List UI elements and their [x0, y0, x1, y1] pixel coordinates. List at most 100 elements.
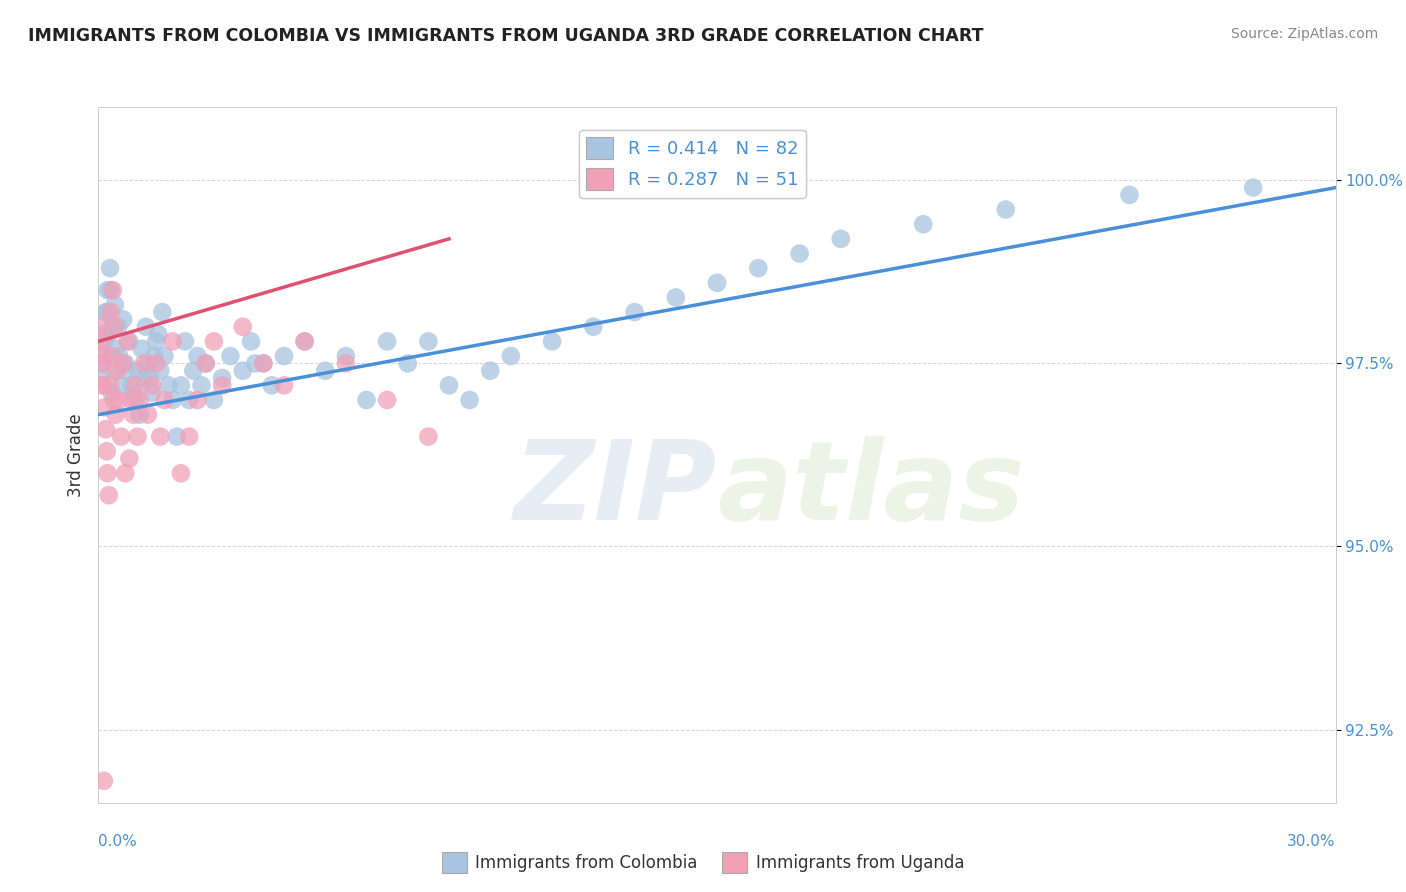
Point [789, 246, 811, 260]
Point [181, 364, 204, 378]
Point [98, 378, 121, 392]
Point [232, 364, 254, 378]
Point [479, 364, 502, 378]
Legend: Immigrants from Colombia, Immigrants from Uganda: Immigrants from Colombia, Immigrants fro… [434, 846, 972, 880]
Text: 30.0%: 30.0% [1288, 834, 1336, 849]
Point [90, 349, 112, 363]
Point [149, 364, 172, 378]
Point [112, 312, 135, 326]
Point [100, 349, 122, 363]
Point [131, 342, 153, 356]
Point [202, 334, 225, 349]
Point [335, 349, 357, 363]
Point [100, 305, 122, 319]
Point [108, 392, 131, 407]
Point [150, 305, 173, 319]
Point [211, 378, 233, 392]
Point [437, 378, 460, 392]
Text: Source: ZipAtlas.com: Source: ZipAtlas.com [1230, 27, 1378, 41]
Point [1241, 180, 1264, 194]
Point [128, 408, 150, 422]
Point [186, 392, 208, 407]
Point [170, 378, 193, 392]
Point [101, 319, 124, 334]
Point [418, 429, 440, 443]
Point [396, 356, 419, 370]
Point [122, 385, 145, 400]
Point [103, 364, 125, 378]
Point [90, 349, 112, 363]
Point [93, 334, 115, 349]
Point [912, 217, 935, 231]
Point [107, 319, 129, 334]
Point [149, 429, 172, 443]
Point [157, 378, 180, 392]
Point [211, 371, 233, 385]
Point [122, 408, 145, 422]
Point [132, 371, 155, 385]
Point [252, 356, 274, 370]
Point [120, 378, 142, 392]
Point [93, 378, 115, 392]
Point [97, 327, 120, 342]
Point [103, 392, 125, 407]
Point [136, 408, 159, 422]
Point [458, 392, 481, 407]
Point [108, 349, 131, 363]
Point [90, 334, 112, 349]
Point [243, 356, 266, 370]
Point [136, 356, 159, 370]
Point [170, 467, 193, 481]
Point [174, 334, 197, 349]
Point [114, 356, 136, 370]
Point [273, 378, 295, 392]
Point [162, 392, 184, 407]
Point [240, 334, 263, 349]
Point [294, 334, 316, 349]
Point [1118, 188, 1140, 202]
Point [314, 364, 336, 378]
Point [232, 319, 254, 334]
Point [252, 356, 274, 370]
Point [110, 429, 132, 443]
Point [97, 488, 120, 502]
Point [91, 356, 114, 370]
Point [89, 371, 111, 385]
Point [179, 392, 201, 407]
Point [132, 356, 155, 370]
Point [120, 392, 142, 407]
Point [994, 202, 1017, 217]
Point [91, 356, 114, 370]
Point [93, 773, 115, 788]
Point [105, 364, 128, 378]
Point [93, 401, 115, 415]
Point [335, 356, 357, 370]
Text: ZIP: ZIP [513, 436, 717, 543]
Point [127, 364, 149, 378]
Point [98, 261, 121, 276]
Point [179, 429, 201, 443]
Point [91, 378, 114, 392]
Point [104, 319, 127, 334]
Point [202, 392, 225, 407]
Point [110, 378, 132, 392]
Point [375, 392, 398, 407]
Point [96, 305, 118, 319]
Point [499, 349, 522, 363]
Point [830, 232, 852, 246]
Legend: R = 0.414   N = 82, R = 0.287   N = 51: R = 0.414 N = 82, R = 0.287 N = 51 [579, 130, 806, 197]
Point [145, 334, 167, 349]
Text: IMMIGRANTS FROM COLOMBIA VS IMMIGRANTS FROM UGANDA 3RD GRADE CORRELATION CHART: IMMIGRANTS FROM COLOMBIA VS IMMIGRANTS F… [28, 27, 984, 45]
Point [194, 356, 217, 370]
Point [104, 298, 127, 312]
Point [94, 422, 117, 436]
Point [541, 334, 564, 349]
Point [260, 378, 283, 392]
Point [141, 385, 163, 400]
Point [100, 385, 122, 400]
Point [706, 276, 728, 290]
Point [153, 349, 176, 363]
Point [124, 392, 146, 407]
Point [747, 261, 769, 276]
Point [96, 467, 118, 481]
